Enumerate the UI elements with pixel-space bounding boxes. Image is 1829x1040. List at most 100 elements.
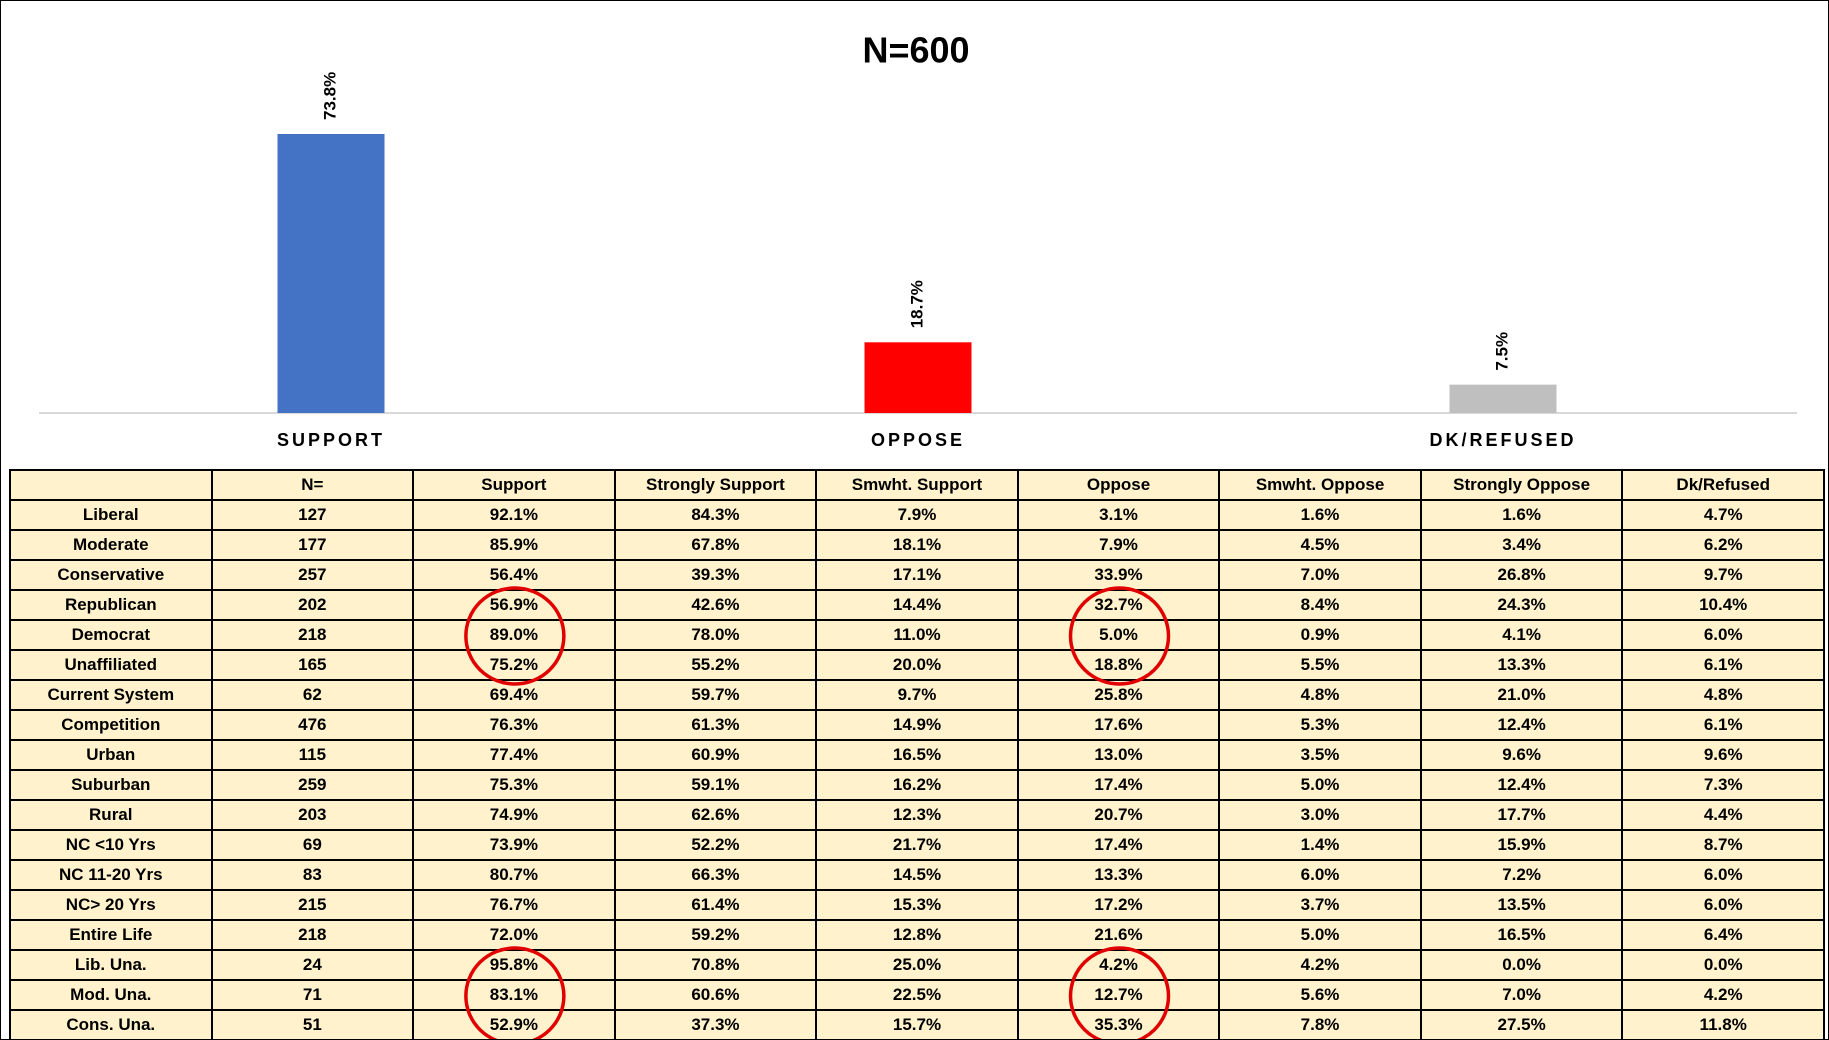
cell: 259 (210, 769, 415, 801)
cell: 60.6% (613, 979, 818, 1011)
row-label: Urban (9, 739, 213, 771)
cell: 12.7% (1016, 979, 1221, 1011)
cell: 78.0% (613, 619, 818, 651)
category-label: OPPOSE (871, 430, 965, 450)
cell: 95.8% (412, 949, 616, 981)
cell: 7.8% (1218, 1009, 1422, 1039)
cell: 7.9% (815, 499, 1019, 531)
cell: 9.7% (815, 679, 1019, 711)
cell: 7.2% (1419, 859, 1624, 891)
table-row: Competition 476 76.3% 61.3% 14.9% 17.6% 5.3% 12… (9, 709, 1825, 741)
category-label: DK/REFUSED (1429, 430, 1576, 450)
cell: 9.6% (1621, 739, 1825, 771)
cell: 14.9% (815, 709, 1019, 741)
cell: 39.3% (613, 559, 818, 591)
cell: 56.4% (412, 559, 616, 591)
cell: 3.7% (1218, 889, 1422, 921)
cell: 75.2% (412, 649, 616, 681)
bar (1449, 384, 1557, 413)
cell: 77.4% (412, 739, 616, 771)
cell: 14.4% (815, 589, 1019, 621)
cell: 1.6% (1218, 499, 1422, 531)
table-row: Mod. Una. 71 83.1% 60.6% 22.5% 12.7% 5.6% 7.0% 4… (9, 979, 1825, 1011)
cell: 25.8% (1016, 679, 1221, 711)
cell: 17.4% (1016, 769, 1221, 801)
row-label: Democrat (9, 619, 213, 651)
cell: 215 (210, 889, 415, 921)
chart-title: N=600 (862, 30, 969, 71)
cell: 5.6% (1218, 979, 1422, 1011)
cell: 52.2% (613, 829, 818, 861)
cell: 6.4% (1621, 919, 1825, 951)
cell: 11.8% (1621, 1009, 1825, 1039)
cell: 218 (210, 919, 415, 951)
cell: 203 (210, 799, 415, 831)
cell: 60.9% (613, 739, 818, 771)
cell: Oppose (1016, 469, 1221, 501)
cell: 85.9% (412, 529, 616, 561)
cell: 52.9% (412, 1009, 616, 1039)
cell: 4.1% (1419, 619, 1624, 651)
row-label: Mod. Una. (9, 979, 213, 1011)
cell: 11.0% (815, 619, 1019, 651)
cell: 476 (210, 709, 415, 741)
cell: 16.2% (815, 769, 1019, 801)
cell: 8.7% (1621, 829, 1825, 861)
cell: 21.6% (1016, 919, 1221, 951)
cell: 32.7% (1016, 589, 1221, 621)
cell: 20.0% (815, 649, 1019, 681)
cell: 4.4% (1621, 799, 1825, 831)
cell: 73.9% (412, 829, 616, 861)
row-label: Suburban (9, 769, 213, 801)
cell: 165 (210, 649, 415, 681)
cell: 12.3% (815, 799, 1019, 831)
cell: 16.5% (1419, 919, 1624, 951)
cell: Smwht. Support (815, 469, 1019, 501)
cell: 76.7% (412, 889, 616, 921)
value-label: 18.7% (907, 280, 926, 328)
cell: 4.8% (1621, 679, 1825, 711)
cell: 18.8% (1016, 649, 1221, 681)
cell: 7.0% (1218, 559, 1422, 591)
cell: 15.7% (815, 1009, 1019, 1039)
row-label: NC> 20 Yrs (9, 889, 213, 921)
cell: 9.6% (1419, 739, 1624, 771)
cell: 83 (210, 859, 415, 891)
row-label: Unaffiliated (9, 649, 213, 681)
row-label: Current System (9, 679, 213, 711)
cell: 83.1% (412, 979, 616, 1011)
cell: 76.3% (412, 709, 616, 741)
cell: 5.0% (1218, 769, 1422, 801)
value-label: 7.5% (1492, 332, 1511, 371)
cell: 16.5% (815, 739, 1019, 771)
table-row: Suburban 259 75.3% 59.1% 16.2% 17.4% 5.0% 12.4%… (9, 769, 1825, 801)
cell: 257 (210, 559, 415, 591)
cell: 4.2% (1621, 979, 1825, 1011)
cell: 21.0% (1419, 679, 1624, 711)
cell: 10.4% (1621, 589, 1825, 621)
table-row: Conservative 257 56.4% 39.3% 17.1% 33.9% 7.0% 2… (9, 559, 1825, 591)
cell: 3.5% (1218, 739, 1422, 771)
cell: 0.9% (1218, 619, 1422, 651)
cell: 202 (210, 589, 415, 621)
cell: 7.0% (1419, 979, 1624, 1011)
cell: 17.6% (1016, 709, 1221, 741)
header-row: N= Support Strongly Support Smwht. Support O… (9, 469, 1825, 501)
cell: 7.9% (1016, 529, 1221, 561)
cell: 5.0% (1016, 619, 1221, 651)
row-label: NC 11-20 Yrs (9, 859, 213, 891)
cell: 51 (210, 1009, 415, 1039)
cell: 4.5% (1218, 529, 1422, 561)
row-label: Rural (9, 799, 213, 831)
cell: 27.5% (1419, 1009, 1624, 1039)
cell: 17.1% (815, 559, 1019, 591)
cell: 55.2% (613, 649, 818, 681)
category-label: SUPPORT (277, 430, 385, 450)
cell: N= (210, 469, 415, 501)
cell: 8.4% (1218, 589, 1422, 621)
table-row: NC> 20 Yrs 215 76.7% 61.4% 15.3% 17.2% 3.7% 13.… (9, 889, 1825, 921)
cell: 13.0% (1016, 739, 1221, 771)
row-label: Moderate (9, 529, 213, 561)
cell: 56.9% (412, 589, 616, 621)
cell: 6.1% (1621, 649, 1825, 681)
